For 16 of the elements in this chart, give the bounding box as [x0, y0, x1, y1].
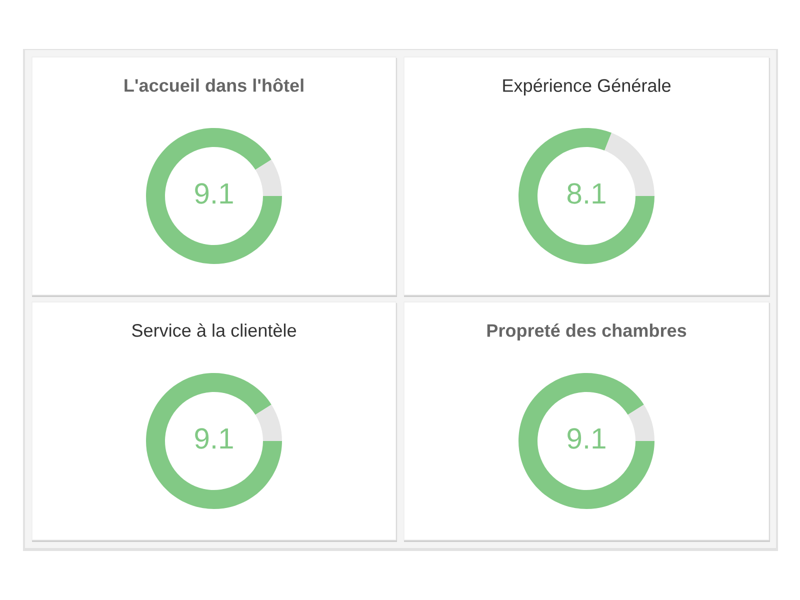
- chart-title: L'accueil dans l'hôtel: [124, 78, 304, 92]
- donut-slice: [146, 373, 282, 509]
- donut-slice: [146, 128, 282, 264]
- chart-title: Service à la clientèle: [132, 323, 296, 337]
- data-label: 9.1: [195, 428, 233, 449]
- donut-slice: [604, 132, 654, 196]
- chart-title: Propreté des chambres: [487, 324, 686, 340]
- data-label: 8.1: [567, 183, 606, 204]
- donut-slice: [628, 404, 654, 441]
- donut-slice: [255, 160, 282, 196]
- data-label: 9.1: [568, 428, 606, 449]
- chart-title: Expérience Générale: [503, 78, 671, 96]
- donut-slice: [518, 128, 654, 264]
- data-label: 9.1: [195, 183, 233, 204]
- donut-slice: [518, 373, 654, 509]
- donut-slice: [255, 404, 282, 441]
